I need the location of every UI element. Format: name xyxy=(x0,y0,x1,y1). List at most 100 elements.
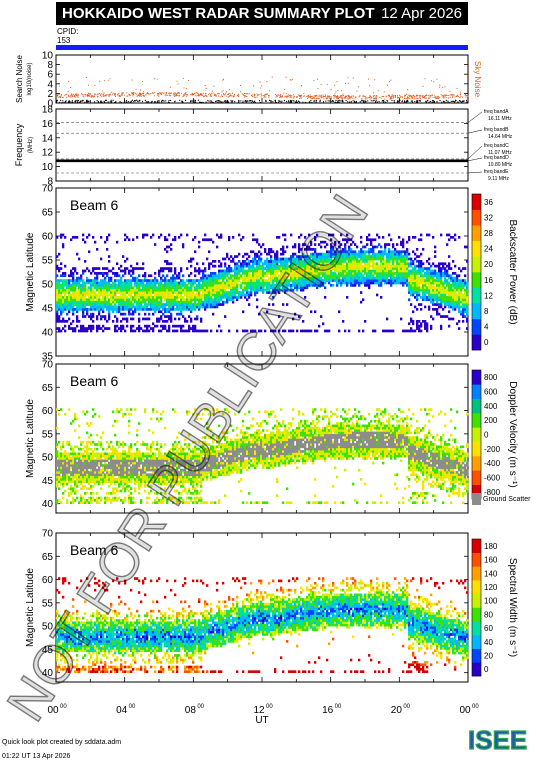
heatmap-cell xyxy=(174,267,177,270)
heatmap-cell xyxy=(144,276,147,280)
heatmap-cell xyxy=(96,286,99,290)
noise-point xyxy=(91,96,93,98)
search-noise-point xyxy=(240,100,242,102)
heatmap-cell xyxy=(436,293,439,297)
heatmap-cell xyxy=(158,272,161,275)
heatmap-cell xyxy=(428,296,431,299)
heatmap-cell xyxy=(60,305,63,309)
heatmap-cell xyxy=(238,274,241,278)
heatmap-cell xyxy=(214,284,217,287)
heatmap-cell xyxy=(194,317,197,321)
heatmap-cell xyxy=(190,303,193,306)
noise-point xyxy=(71,93,73,95)
heatmap-cell xyxy=(174,324,177,328)
heatmap-cell xyxy=(390,329,393,333)
heatmap-cell xyxy=(132,286,135,290)
noise-point xyxy=(128,93,130,95)
heatmap-cell xyxy=(60,308,63,311)
heatmap-cell xyxy=(452,317,455,321)
heatmap-cell xyxy=(162,284,165,287)
heatmap-cell xyxy=(176,329,179,333)
search-noise-point xyxy=(386,99,388,102)
heatmap-cell xyxy=(234,281,237,285)
heatmap-cell xyxy=(214,303,217,306)
heatmap-cell xyxy=(308,257,311,261)
noise-point xyxy=(245,93,247,95)
heatmap-cell xyxy=(358,329,361,333)
heatmap-cell xyxy=(410,293,413,297)
heatmap-cell xyxy=(100,305,103,309)
noise-point xyxy=(132,92,134,94)
noise-point xyxy=(386,84,388,86)
heatmap-cell xyxy=(274,291,277,294)
heatmap-cell xyxy=(304,257,307,261)
heatmap-cell xyxy=(128,300,131,304)
heatmap-cell xyxy=(444,276,447,280)
heatmap-cell xyxy=(328,269,331,273)
heatmap-cell xyxy=(440,281,443,285)
heatmap-cell xyxy=(340,281,343,285)
heatmap-cell xyxy=(304,267,307,270)
noise-point xyxy=(414,95,416,97)
search-noise-point xyxy=(347,101,349,103)
heatmap-cell xyxy=(424,322,427,326)
heatmap-cell xyxy=(126,286,129,290)
heatmap-cell xyxy=(336,260,339,263)
heatmap-cell xyxy=(90,327,93,330)
heatmap-cell xyxy=(198,291,201,294)
heatmap-cell xyxy=(134,329,137,333)
heatmap-cell xyxy=(388,255,391,258)
heatmap-cell xyxy=(408,238,411,242)
heatmap-cell xyxy=(440,303,443,306)
heatmap-cell xyxy=(210,291,213,294)
heatmap-cell xyxy=(62,281,65,285)
heatmap-cell xyxy=(446,284,449,287)
heatmap-cell xyxy=(120,291,123,294)
heatmap-cell xyxy=(190,284,193,287)
heatmap-cell xyxy=(366,284,369,287)
heatmap-cell xyxy=(328,276,331,280)
noise-point xyxy=(409,95,411,97)
ytick-label: 4 xyxy=(47,79,53,90)
heatmap-cell xyxy=(278,260,281,263)
heatmap-cell xyxy=(424,291,427,294)
heatmap-cell xyxy=(370,250,373,254)
heatmap-cell xyxy=(72,279,75,282)
noise-point xyxy=(208,93,210,95)
noise-point xyxy=(100,94,102,96)
search-noise-point xyxy=(382,99,384,102)
heatmap-cell xyxy=(162,303,165,306)
search-noise-point xyxy=(231,100,233,102)
heatmap-cell xyxy=(118,286,121,290)
heatmap-cell xyxy=(86,300,89,304)
noise-point xyxy=(264,94,266,96)
heatmap-cell xyxy=(432,276,435,280)
noise-point xyxy=(212,92,214,94)
search-noise-point xyxy=(442,100,444,103)
heatmap-cell xyxy=(184,284,187,287)
heatmap-cell xyxy=(426,281,429,285)
heatmap-cell xyxy=(106,320,109,323)
search-noise-point xyxy=(225,100,227,102)
heatmap-cell xyxy=(312,276,315,280)
heatmap-cell xyxy=(104,281,107,285)
noise-point xyxy=(349,96,351,98)
heatmap-cell xyxy=(74,298,77,302)
heatmap-cell xyxy=(202,291,205,294)
heatmap-cell xyxy=(416,322,419,326)
heatmap-cell xyxy=(234,296,237,299)
heatmap-cell xyxy=(420,238,423,242)
heatmap-cell xyxy=(166,238,169,242)
heatmap-cell xyxy=(176,298,179,302)
search-noise-point xyxy=(101,101,103,103)
heatmap-cell xyxy=(300,288,303,292)
heatmap-cell xyxy=(172,288,175,292)
heatmap-cell xyxy=(56,300,59,304)
heatmap-cell xyxy=(174,308,177,311)
noise-point xyxy=(222,79,224,81)
heatmap-cell xyxy=(294,243,297,246)
noise-point xyxy=(419,95,421,97)
heatmap-cell xyxy=(210,274,213,278)
heatmap-cell xyxy=(368,267,371,270)
heatmap-cell xyxy=(294,252,297,256)
